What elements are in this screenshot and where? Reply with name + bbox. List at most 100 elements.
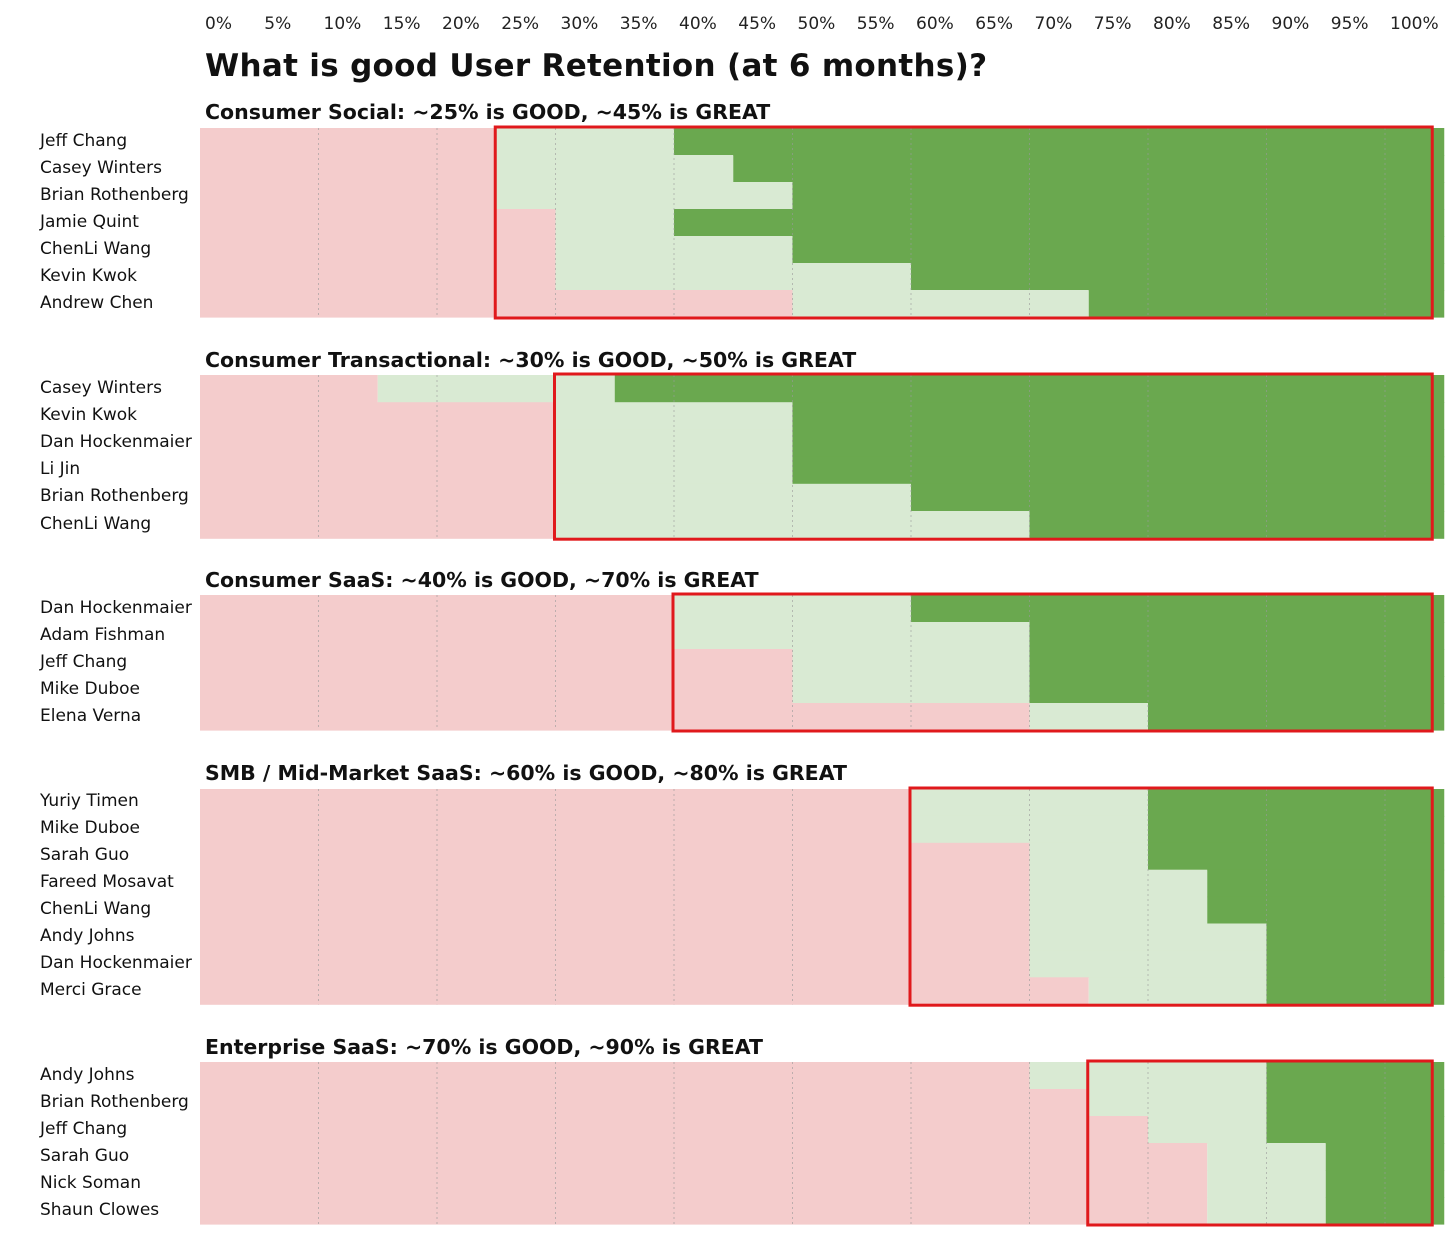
cell-great <box>911 595 1445 623</box>
x-tick-label: 75% <box>1093 14 1132 34</box>
cell-great <box>792 402 1445 430</box>
cell-bad <box>200 703 1030 731</box>
cell-great <box>1266 1089 1445 1117</box>
cell-great <box>1325 1197 1445 1225</box>
cell-good <box>911 789 1148 817</box>
cell-bad <box>200 182 497 210</box>
cell-good <box>496 182 793 210</box>
row-label: Shaun Clowes <box>40 1199 160 1220</box>
cell-bad <box>200 649 793 677</box>
cell-bad <box>200 923 1030 951</box>
cell-bad <box>200 842 1030 871</box>
cell-great <box>792 182 1445 210</box>
cell-bad <box>200 375 378 403</box>
cell-bad <box>200 402 556 430</box>
cell-bad <box>200 896 1030 925</box>
cell-bad <box>200 1116 1148 1144</box>
row-label: Jeff Chang <box>40 1118 128 1139</box>
cell-great <box>614 375 1445 403</box>
cell-great <box>792 236 1445 264</box>
x-tick-label: 90% <box>1271 14 1310 34</box>
panel-title: SMB / Mid-Market SaaS: ~60% is GOOD, ~80… <box>205 761 847 785</box>
row-label: Andrew Chen <box>40 292 154 313</box>
highlight-box <box>671 592 1434 733</box>
row-label: Dan Hockenmaier <box>40 432 192 452</box>
highlight-box <box>1086 1059 1434 1227</box>
cell-bad <box>200 950 1030 978</box>
panel-title: Consumer SaaS: ~40% is GOOD, ~70% is GRE… <box>205 568 759 592</box>
x-tick-label: 5% <box>264 14 292 34</box>
row-label: Brian Rothenberg <box>40 486 189 507</box>
x-tick-label: 80% <box>1153 14 1191 34</box>
x-axis-top: 0% 5% 10% 15% 20% 25% 30% 35% 40% 45% 50% 55% 60% 65%… <box>0 0 1456 50</box>
row-label: ChenLi Wang <box>40 238 152 259</box>
cell-great <box>1266 1116 1445 1144</box>
cell-bad <box>200 155 497 183</box>
row-label: Dan Hockenmaier <box>40 952 192 973</box>
cell-great <box>1029 649 1445 677</box>
row-label: Mike Duboe <box>40 678 141 699</box>
cell-great <box>792 429 1445 458</box>
cell-bad <box>200 1143 1208 1171</box>
row-label: Nick Soman <box>40 1172 141 1193</box>
cell-great <box>1148 842 1445 871</box>
cell-bad <box>200 789 911 817</box>
cell-great <box>674 128 1445 156</box>
row-label: Adam Fishman <box>40 624 166 645</box>
cell-good <box>1029 869 1208 898</box>
cell-great <box>1266 977 1445 1005</box>
cell-bad <box>200 511 556 539</box>
cell-bad <box>200 869 1030 898</box>
cell-great <box>911 483 1445 512</box>
row-label: Brian Rothenberg <box>40 184 189 205</box>
cell-great <box>674 209 1445 237</box>
cell-bad <box>200 483 556 512</box>
cell-bad <box>200 1197 1208 1225</box>
cell-bad <box>200 1062 1030 1090</box>
row-label: ChenLi Wang <box>40 899 152 920</box>
cell-great <box>1207 869 1445 898</box>
cell-great <box>911 263 1445 291</box>
row-label: Andy Johns <box>40 925 135 946</box>
row-label: Jeff Chang <box>40 651 128 672</box>
cell-great <box>1148 703 1445 731</box>
cell-great <box>1266 1062 1445 1090</box>
x-tick-label: 20% <box>442 14 480 34</box>
cell-bad <box>200 1089 1089 1117</box>
cell-good <box>496 155 734 183</box>
cell-good <box>1207 1197 1326 1225</box>
cell-great <box>1029 676 1445 704</box>
cell-good <box>1029 896 1208 925</box>
cell-good <box>1088 1089 1267 1117</box>
row-label: Andy Johns <box>40 1064 135 1085</box>
row-label: Li Jin <box>40 459 81 480</box>
cell-good <box>1088 977 1267 1005</box>
cell-good <box>674 595 911 623</box>
cell-great <box>1266 923 1445 951</box>
row-label: Fareed Mosavat <box>40 872 174 893</box>
cell-bad <box>200 128 497 156</box>
x-tick-label: 45% <box>738 14 777 34</box>
cell-bad <box>200 1170 1208 1198</box>
row-label: Dan Hockenmaier <box>40 597 192 618</box>
highlight-box <box>908 786 1434 1007</box>
row-label: Mike Duboe <box>40 818 141 839</box>
cell-good <box>555 263 911 291</box>
row-label: Casey Winters <box>40 377 162 398</box>
row-label: Brian Rothenberg <box>40 1091 189 1112</box>
cell-great <box>1029 511 1445 539</box>
row-label: ChenLi Wang <box>40 513 152 534</box>
x-tick-label: 15% <box>382 14 421 34</box>
x-tick-label: 85% <box>1212 14 1251 34</box>
x-tick-label: 50% <box>797 14 836 34</box>
x-tick-label: 55% <box>856 14 895 34</box>
cell-great <box>792 456 1445 485</box>
row-label: Sarah Guo <box>40 845 130 866</box>
x-tick-label: 60% <box>916 14 954 34</box>
x-tick-label: 70% <box>1034 14 1073 34</box>
cell-great <box>1029 622 1445 650</box>
